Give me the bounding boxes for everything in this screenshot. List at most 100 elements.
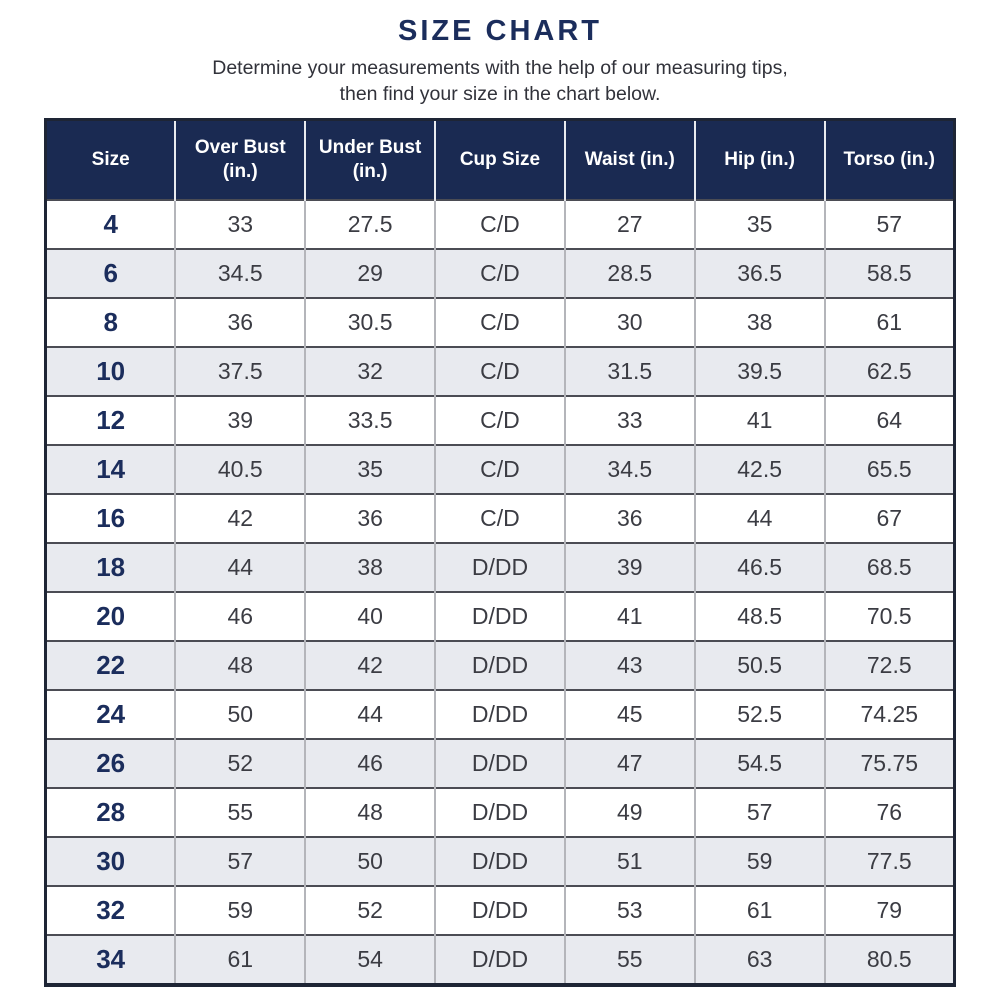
- size-cell: 8: [45, 297, 177, 347]
- measurement-cell: 58.5: [824, 248, 955, 298]
- measurement-cell: 76: [824, 787, 955, 837]
- column-header: Waist (in.): [564, 119, 696, 200]
- measurement-cell: 36.5: [694, 248, 826, 298]
- measurement-cell: 48: [305, 787, 437, 837]
- measurement-cell: 47: [564, 738, 696, 788]
- measurement-cell: D/DD: [435, 787, 566, 837]
- measurement-cell: 44: [305, 689, 437, 739]
- table-row: 20 46 40 D/DD 41 48.5 70.5: [45, 591, 955, 641]
- measurement-cell: 74.25: [824, 689, 955, 739]
- size-cell: 34: [45, 934, 177, 985]
- size-cell: 4: [45, 199, 177, 249]
- size-cell: 6: [45, 248, 177, 298]
- size-chart-table: Size Over Bust (in.) Under Bust (in.) Cup S…: [44, 118, 956, 987]
- measurement-cell: 29: [305, 248, 437, 298]
- measurement-cell: 40: [305, 591, 437, 641]
- measurement-cell: 39: [564, 542, 696, 592]
- measurement-cell: 44: [694, 493, 826, 543]
- measurement-cell: 40.5: [175, 444, 307, 494]
- table-row: 18 44 38 D/DD 39 46.5 68.5: [45, 542, 955, 592]
- measurement-cell: 54: [305, 934, 437, 985]
- measurement-cell: 72.5: [824, 640, 955, 690]
- measurement-cell: 57: [824, 199, 955, 249]
- size-cell: 12: [45, 395, 177, 445]
- table-row: 10 37.5 32 C/D 31.5 39.5 62.5: [45, 346, 955, 396]
- column-header: Size: [45, 119, 177, 200]
- measurement-cell: 63: [694, 934, 826, 985]
- measurement-cell: 36: [564, 493, 696, 543]
- measurement-cell: D/DD: [435, 934, 566, 985]
- measurement-cell: 51: [564, 836, 696, 886]
- measurement-cell: 59: [175, 885, 307, 935]
- measurement-cell: 50: [175, 689, 307, 739]
- column-header: Under Bust (in.): [305, 119, 437, 200]
- measurement-cell: 35: [305, 444, 437, 494]
- measurement-cell: 65.5: [824, 444, 955, 494]
- measurement-cell: 46.5: [694, 542, 826, 592]
- measurement-cell: 50.5: [694, 640, 826, 690]
- measurement-cell: 68.5: [824, 542, 955, 592]
- measurement-cell: 46: [175, 591, 307, 641]
- measurement-cell: 32: [305, 346, 437, 396]
- size-cell: 30: [45, 836, 177, 886]
- measurement-cell: D/DD: [435, 885, 566, 935]
- measurement-cell: C/D: [435, 297, 566, 347]
- table-row: 24 50 44 D/DD 45 52.5 74.25: [45, 689, 955, 739]
- measurement-cell: 33.5: [305, 395, 437, 445]
- size-cell: 14: [45, 444, 177, 494]
- measurement-cell: 41: [564, 591, 696, 641]
- measurement-cell: C/D: [435, 199, 566, 249]
- measurement-cell: 50: [305, 836, 437, 886]
- measurement-cell: 79: [824, 885, 955, 935]
- size-cell: 24: [45, 689, 177, 739]
- measurement-cell: 59: [694, 836, 826, 886]
- measurement-cell: 33: [175, 199, 307, 249]
- measurement-cell: D/DD: [435, 689, 566, 739]
- measurement-cell: 42: [175, 493, 307, 543]
- measurement-cell: 61: [824, 297, 955, 347]
- column-header: Cup Size: [435, 119, 566, 200]
- measurement-cell: 70.5: [824, 591, 955, 641]
- table-head: Size Over Bust (in.) Under Bust (in.) Cup S…: [45, 119, 955, 200]
- size-cell: 16: [45, 493, 177, 543]
- table-row: 26 52 46 D/DD 47 54.5 75.75: [45, 738, 955, 788]
- table-row: 34 61 54 D/DD 55 63 80.5: [45, 934, 955, 985]
- measurement-cell: 27.5: [305, 199, 437, 249]
- measurement-cell: 52.5: [694, 689, 826, 739]
- size-cell: 22: [45, 640, 177, 690]
- measurement-cell: 28.5: [564, 248, 696, 298]
- measurement-cell: 45: [564, 689, 696, 739]
- column-header: Hip (in.): [694, 119, 826, 200]
- measurement-cell: 80.5: [824, 934, 955, 985]
- measurement-cell: 33: [564, 395, 696, 445]
- measurement-cell: 52: [175, 738, 307, 788]
- page-title: SIZE CHART: [398, 15, 602, 47]
- measurement-cell: C/D: [435, 444, 566, 494]
- measurement-cell: 42.5: [694, 444, 826, 494]
- size-cell: 26: [45, 738, 177, 788]
- measurement-cell: 62.5: [824, 346, 955, 396]
- measurement-cell: 34.5: [175, 248, 307, 298]
- measurement-cell: 64: [824, 395, 955, 445]
- column-header: Over Bust (in.): [175, 119, 307, 200]
- measurement-cell: D/DD: [435, 836, 566, 886]
- measurement-cell: 57: [694, 787, 826, 837]
- measurement-cell: 48: [175, 640, 307, 690]
- measurement-cell: 55: [175, 787, 307, 837]
- measurement-cell: 54.5: [694, 738, 826, 788]
- measurement-cell: 49: [564, 787, 696, 837]
- measurement-cell: 30.5: [305, 297, 437, 347]
- measurement-cell: 53: [564, 885, 696, 935]
- table-row: 12 39 33.5 C/D 33 41 64: [45, 395, 955, 445]
- size-cell: 20: [45, 591, 177, 641]
- subtitle-line-2: then find your size in the chart below.: [339, 83, 661, 105]
- measurement-cell: 42: [305, 640, 437, 690]
- measurement-cell: 38: [694, 297, 826, 347]
- measurement-cell: D/DD: [435, 591, 566, 641]
- measurement-cell: 48.5: [694, 591, 826, 641]
- measurement-cell: C/D: [435, 346, 566, 396]
- table-row: 22 48 42 D/DD 43 50.5 72.5: [45, 640, 955, 690]
- measurement-cell: 36: [305, 493, 437, 543]
- table-header-row: Size Over Bust (in.) Under Bust (in.) Cup S…: [45, 119, 955, 200]
